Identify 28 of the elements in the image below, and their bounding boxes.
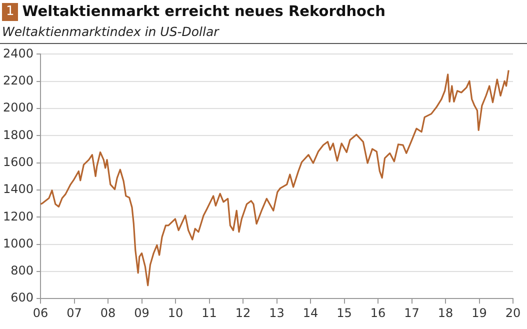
y-tick-label: 1200 [2, 209, 34, 224]
x-tick-label: 07 [66, 306, 82, 320]
x-tick-label: 14 [302, 306, 318, 320]
x-tick-label: 17 [404, 306, 420, 320]
x-tick-label: 11 [202, 306, 217, 320]
text: 1 [2, 3, 18, 21]
x-tick-label: 13 [269, 306, 284, 320]
x-tick-label: 08 [100, 306, 116, 320]
y-tick-label: 1400 [2, 182, 34, 196]
chart-title: Weltaktienmarkt erreicht neues Rekordhoch [22, 4, 386, 20]
y-tick-label: 600 [10, 290, 34, 305]
y-tick-label: 2200 [2, 73, 34, 88]
y-tick-label: 2400 [2, 46, 34, 60]
x-tick-label: 19 [472, 306, 487, 320]
y-tick-label: 2000 [2, 100, 34, 115]
y-tick-label: 1000 [2, 236, 34, 250]
y-tick-label: 1800 [2, 128, 34, 142]
x-tick-label: 18 [438, 306, 454, 320]
x-tick-label: 09 [134, 306, 150, 320]
x-tick-label: 15 [336, 306, 352, 320]
chart-subtitle: Weltaktienmarktindex in US-Dollar [0, 22, 527, 44]
x-tick-label: 20 [505, 306, 521, 320]
x-tick-label: 12 [235, 306, 251, 320]
y-tick-label: 800 [10, 264, 34, 278]
x-tick-label: 10 [168, 306, 184, 320]
y-tick-label: 1600 [2, 154, 34, 169]
x-tick-label: 06 [32, 306, 48, 320]
x-tick-label: 16 [370, 306, 386, 320]
